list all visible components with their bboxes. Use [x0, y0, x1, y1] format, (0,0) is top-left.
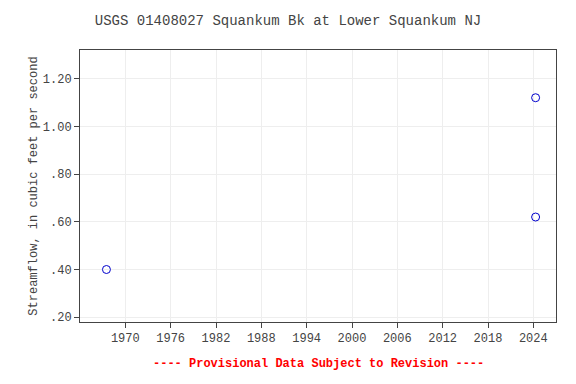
svg-text:1.00: 1.00 [43, 121, 72, 135]
svg-text:1970: 1970 [111, 332, 140, 346]
svg-text:.80: .80 [50, 168, 72, 182]
svg-text:2000: 2000 [338, 332, 367, 346]
svg-text:1988: 1988 [247, 332, 276, 346]
svg-text:2012: 2012 [428, 332, 457, 346]
svg-text:1994: 1994 [292, 332, 321, 346]
svg-text:1976: 1976 [156, 332, 185, 346]
svg-text:.60: .60 [50, 216, 72, 230]
svg-text:.40: .40 [50, 264, 72, 278]
svg-text:1982: 1982 [202, 332, 231, 346]
svg-text:2024: 2024 [519, 332, 548, 346]
svg-text:2006: 2006 [383, 332, 412, 346]
svg-text:2018: 2018 [474, 332, 503, 346]
svg-text:USGS 01408027 Squankum Bk at L: USGS 01408027 Squankum Bk at Lower Squan… [95, 13, 481, 29]
svg-text:Streamflow, in cubic feet per: Streamflow, in cubic feet per second [27, 56, 41, 315]
svg-text:.20: .20 [50, 311, 72, 325]
svg-text:---- Provisional Data Subject: ---- Provisional Data Subject to Revisio… [153, 357, 484, 371]
svg-text:1.20: 1.20 [43, 73, 72, 87]
